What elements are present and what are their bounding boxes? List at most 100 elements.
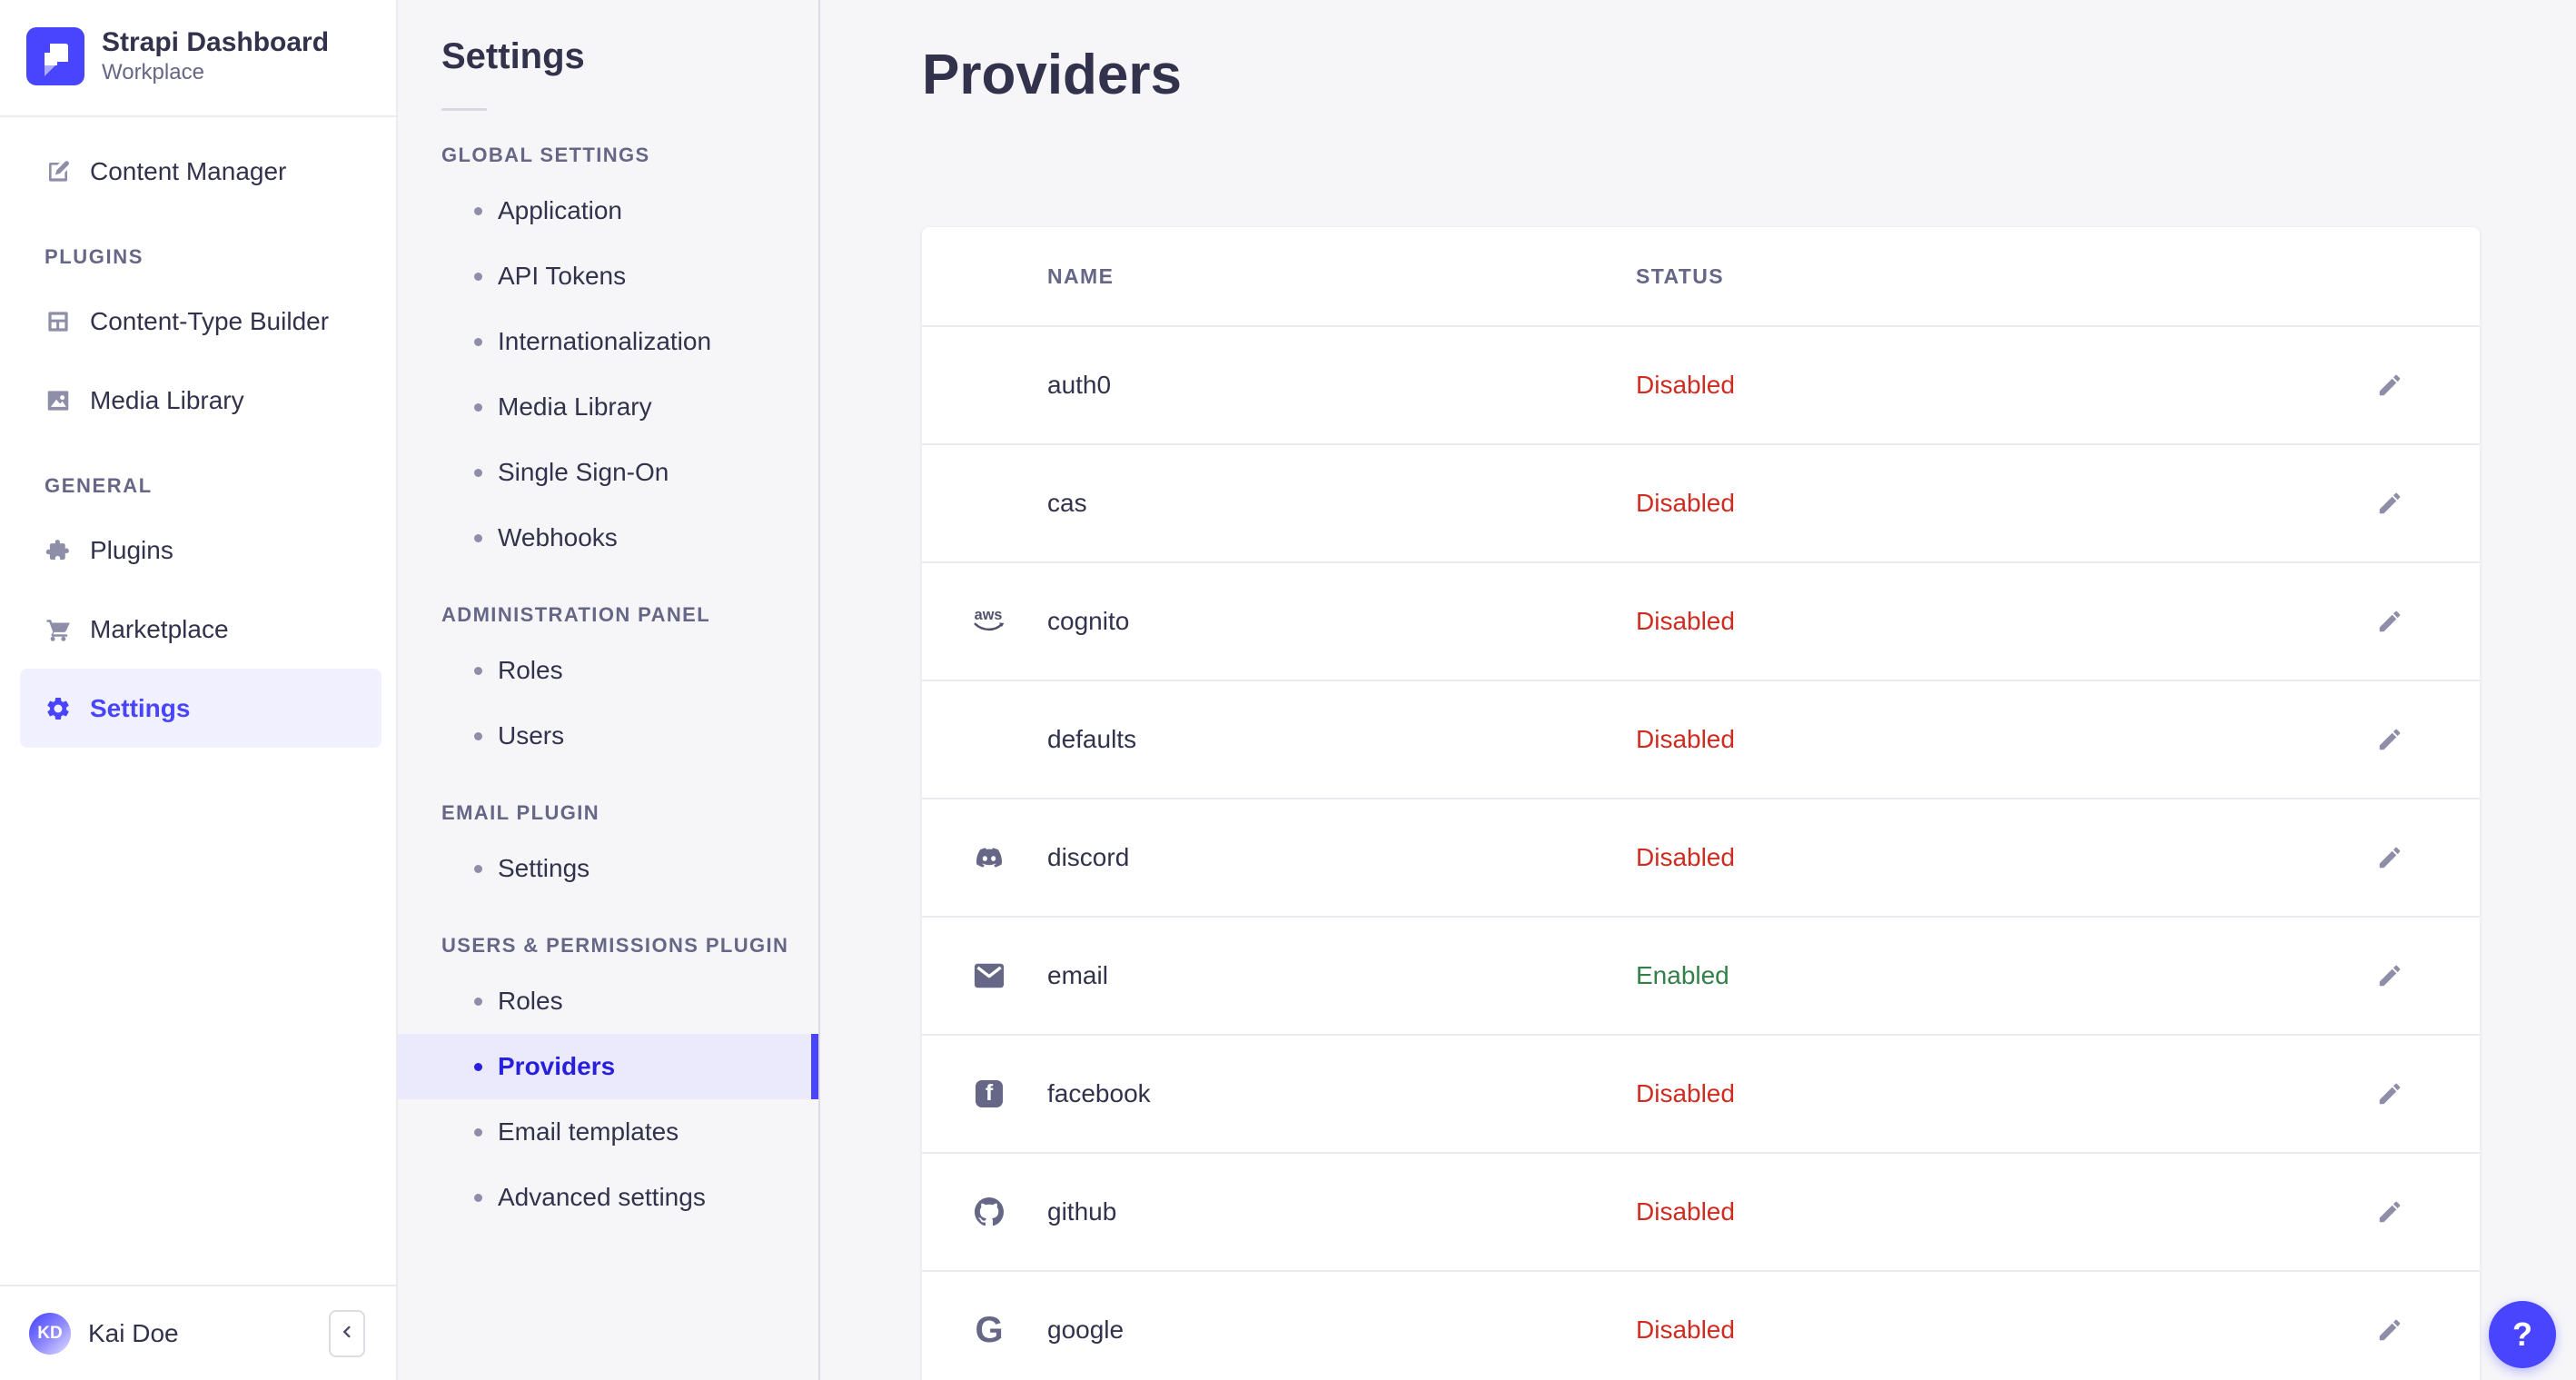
sidebar-item-content-manager[interactable]: Content Manager — [20, 132, 381, 211]
avatar[interactable]: KD — [29, 1312, 71, 1355]
subnav-item-advanced-settings[interactable]: Advanced settings — [398, 1165, 818, 1230]
table-row-cas: cas Disabled — [922, 445, 2480, 563]
table-row-auth0: auth0 Disabled — [922, 327, 2480, 445]
content-type-builder-icon — [45, 308, 72, 335]
subnav-title: Settings — [441, 36, 585, 76]
pencil-icon — [2379, 1083, 2401, 1105]
subnav-item-label: Users — [498, 721, 565, 750]
subnav-item-label: Settings — [498, 854, 590, 882]
subnav-item-admin-roles[interactable]: Roles — [398, 638, 818, 703]
edit-provider-button[interactable] — [2366, 952, 2413, 999]
discord-icon — [969, 845, 1009, 870]
provider-name: github — [1047, 1197, 1117, 1226]
pencil-icon — [2379, 611, 2401, 632]
sidebar-item-media-library[interactable]: Media Library — [20, 361, 381, 440]
puzzle-icon — [45, 537, 72, 564]
facebook-icon: f — [969, 1080, 1009, 1107]
pencil-icon — [2379, 374, 2401, 396]
subnav-item-label: Roles — [498, 987, 563, 1015]
user-name[interactable]: Kai Doe — [88, 1318, 179, 1347]
subnav-item-email-templates[interactable]: Email templates — [398, 1099, 818, 1165]
edit-provider-button[interactable] — [2366, 716, 2413, 763]
table-row-discord: discord Disabled — [922, 799, 2480, 918]
aws-icon: aws — [969, 602, 1009, 640]
subnav-item-application[interactable]: Application — [398, 178, 818, 243]
edit-provider-button[interactable] — [2366, 1188, 2413, 1236]
subnav-item-label: Roles — [498, 656, 563, 684]
provider-name: facebook — [1047, 1079, 1151, 1107]
workspace-switcher[interactable]: Strapi Dashboard Workplace — [0, 0, 396, 115]
sidebar-item-label: Settings — [90, 693, 191, 722]
google-icon: G — [975, 1310, 1004, 1350]
provider-name: auth0 — [1047, 371, 1112, 399]
provider-status: Disabled — [1636, 843, 1735, 871]
edit-provider-button[interactable] — [2366, 834, 2413, 881]
sidebar-item-marketplace[interactable]: Marketplace — [20, 590, 381, 669]
bullet-icon — [474, 1127, 482, 1137]
pencil-icon — [2379, 847, 2401, 869]
envelope-icon — [969, 963, 1009, 988]
provider-name: google — [1047, 1315, 1125, 1344]
subnav-section-global-settings: GLOBAL SETTINGS — [441, 144, 650, 166]
bullet-icon — [474, 272, 482, 281]
pencil-icon — [2379, 729, 2401, 750]
bullet-icon — [474, 533, 482, 542]
chevron-left-icon — [337, 1322, 357, 1345]
workspace-info: Strapi Dashboard Workplace — [102, 25, 329, 86]
provider-name: discord — [1047, 843, 1130, 871]
provider-name: cognito — [1047, 607, 1130, 635]
providers-table: NAME STATUS auth0 Disabled cas Disabled … — [922, 227, 2480, 1380]
pencil-icon — [2379, 1319, 2401, 1341]
subnav-item-label: Advanced settings — [498, 1183, 706, 1211]
provider-status: Disabled — [1636, 1315, 1735, 1344]
nav-section-plugins: PLUGINS — [45, 245, 144, 268]
column-header-name: NAME — [1047, 263, 1115, 288]
subnav-item-api-tokens[interactable]: API Tokens — [398, 243, 818, 309]
table-row-facebook: f facebook Disabled — [922, 1036, 2480, 1154]
subnav-item-webhooks[interactable]: Webhooks — [398, 505, 818, 571]
provider-status: Disabled — [1636, 607, 1735, 635]
github-icon — [969, 1197, 1009, 1226]
bullet-icon — [474, 1062, 482, 1071]
collapse-sidebar-button[interactable] — [329, 1309, 365, 1357]
gear-icon — [45, 695, 72, 722]
bullet-icon — [474, 864, 482, 873]
subnav-item-providers[interactable]: Providers — [398, 1034, 818, 1099]
table-row-defaults: defaults Disabled — [922, 681, 2480, 799]
edit-provider-button[interactable] — [2366, 362, 2413, 409]
subnav-item-label: Application — [498, 196, 622, 224]
strapi-logo-icon — [26, 26, 84, 85]
subnav-item-media-library[interactable]: Media Library — [398, 374, 818, 440]
subnav-item-admin-users[interactable]: Users — [398, 703, 818, 769]
provider-status: Disabled — [1636, 725, 1735, 753]
workspace-name: Workplace — [102, 60, 204, 84]
subnav-item-email-settings[interactable]: Settings — [398, 836, 818, 901]
edit-provider-button[interactable] — [2366, 1070, 2413, 1117]
main-navigation: Strapi Dashboard Workplace Content Manag… — [0, 0, 398, 1380]
cart-icon — [45, 616, 72, 643]
subnav-section-users-permissions-plugin: USERS & PERMISSIONS PLUGIN — [441, 934, 789, 957]
table-row-cognito: aws cognito Disabled — [922, 563, 2480, 681]
sidebar-item-plugins[interactable]: Plugins — [20, 511, 381, 590]
subnav-item-internationalization[interactable]: Internationalization — [398, 309, 818, 374]
question-mark-icon: ? — [2512, 1315, 2532, 1353]
subnav-item-label: Media Library — [498, 392, 652, 421]
edit-provider-button[interactable] — [2366, 480, 2413, 527]
sidebar-item-settings[interactable]: Settings — [20, 669, 381, 748]
divider — [441, 108, 487, 111]
sidebar-item-content-type-builder[interactable]: Content-Type Builder — [20, 282, 381, 361]
pencil-icon — [2379, 965, 2401, 987]
subnav-item-label: Internationalization — [498, 327, 712, 355]
table-row-google: G google Disabled — [922, 1272, 2480, 1380]
subnav-item-up-roles[interactable]: Roles — [398, 968, 818, 1034]
subnav-item-single-sign-on[interactable]: Single Sign-On — [398, 440, 818, 505]
user-area: KD Kai Doe — [0, 1285, 396, 1380]
edit-provider-button[interactable] — [2366, 1306, 2413, 1354]
media-library-icon — [45, 387, 72, 414]
subnav-item-label: Webhooks — [498, 523, 618, 551]
subnav-section-administration-panel: ADMINISTRATION PANEL — [441, 603, 711, 626]
help-button[interactable]: ? — [2489, 1301, 2556, 1368]
edit-provider-button[interactable] — [2366, 598, 2413, 645]
sidebar-item-label: Media Library — [90, 385, 244, 414]
sidebar-item-label: Marketplace — [90, 614, 229, 643]
